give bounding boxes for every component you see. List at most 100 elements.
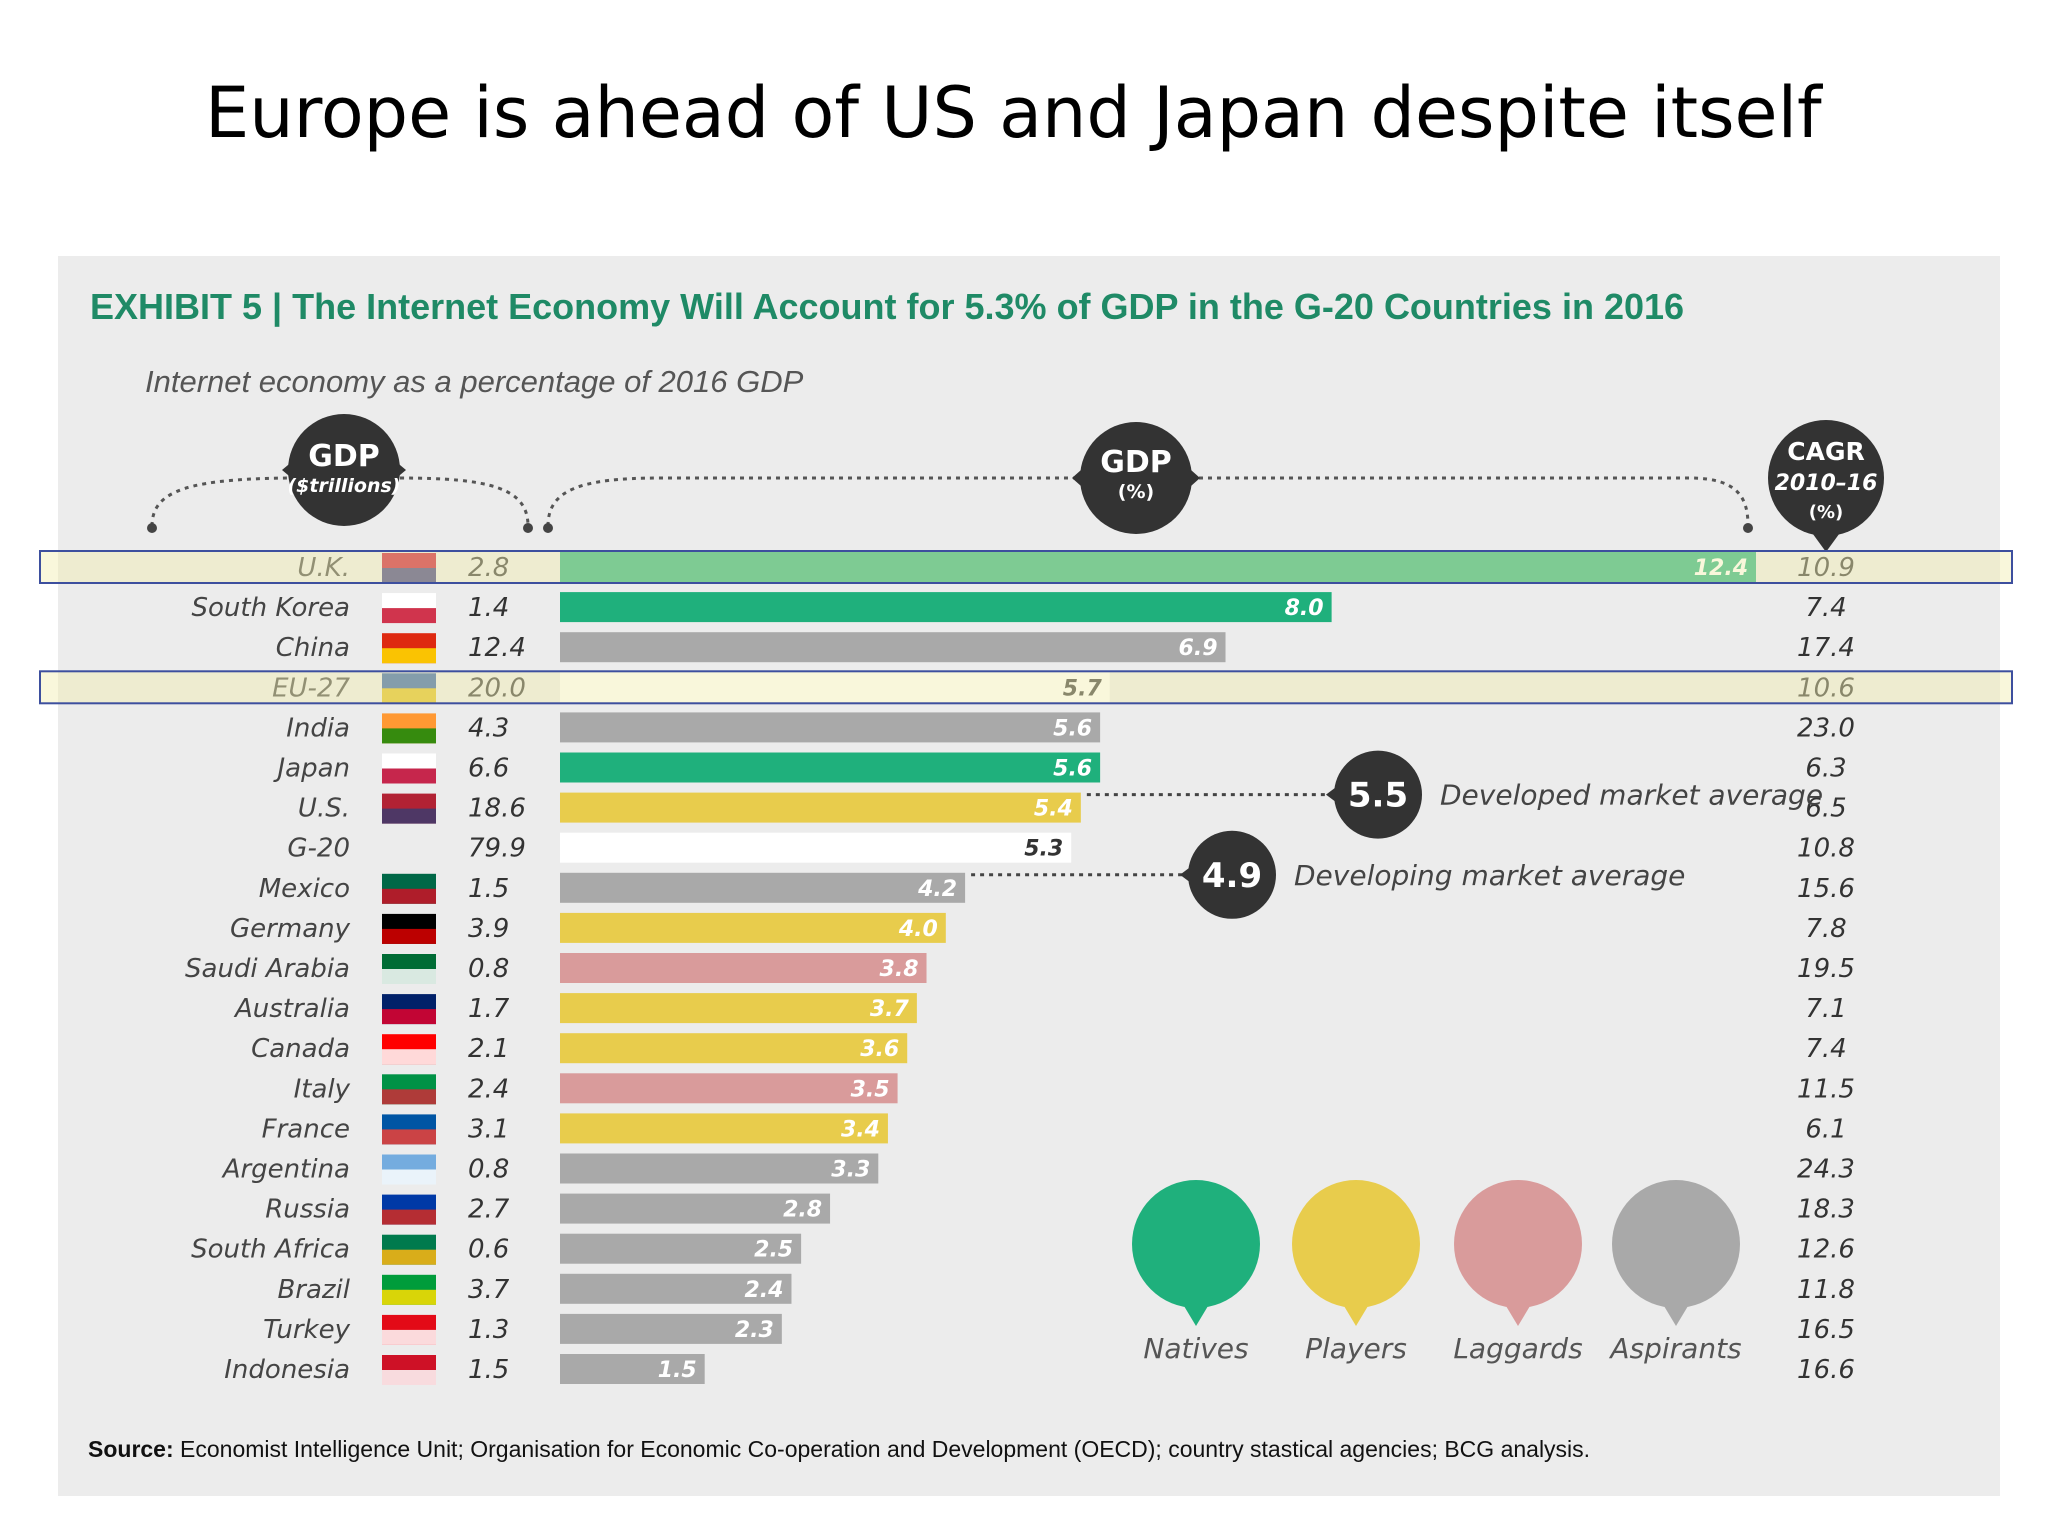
cagr-value: 15.6 xyxy=(1797,874,1855,904)
cagr-value: 10.9 xyxy=(1797,553,1855,583)
cagr-value: 6.3 xyxy=(1805,754,1846,784)
legend-item-players: Players xyxy=(1292,1180,1420,1365)
flag-turkey-icon xyxy=(382,1314,436,1345)
country-label: U.K. xyxy=(297,553,350,583)
country-label: G-20 xyxy=(287,834,350,864)
bar-value-label: 2.8 xyxy=(783,1198,822,1223)
row-france: France 3.1 3.4 6.1 xyxy=(262,1113,1847,1145)
row-eu-27: EU-27 20.0 5.7 10.6 xyxy=(272,672,1855,704)
average-value: 4.9 xyxy=(1202,856,1262,896)
source-note: Source: Economist Intelligence Unit; Org… xyxy=(88,1436,1590,1463)
gdp-trillions-value: 1.7 xyxy=(468,994,510,1024)
row-highlights xyxy=(39,550,2013,705)
bar-value-label: 5.7 xyxy=(1063,676,1103,701)
row-india: India 4.3 5.6 23.0 xyxy=(286,712,1855,744)
row-saudi-arabia: Saudi Arabia 0.8 3.8 19.5 xyxy=(185,953,1855,984)
gdp-trillions-value: 2.8 xyxy=(468,553,509,583)
cagr-sub: 2010–16 xyxy=(1775,471,1878,496)
row-canada: Canada 2.1 3.6 7.4 xyxy=(251,1033,1847,1065)
gdp-trillions-value: 2.1 xyxy=(468,1034,509,1064)
bar xyxy=(560,712,1101,743)
country-label: U.S. xyxy=(298,794,350,824)
average-marker-developing: 4.9 Developing market average xyxy=(971,830,1685,919)
country-label: Argentina xyxy=(221,1155,350,1185)
cagr-value: 12.6 xyxy=(1797,1235,1855,1265)
average-badge xyxy=(1188,830,1276,919)
bar-value-label: 5.6 xyxy=(1053,716,1092,741)
bar-value-label: 3.7 xyxy=(870,997,910,1022)
gdp-trillions-value: 79.9 xyxy=(468,834,526,864)
legend-label: Natives xyxy=(1143,1332,1248,1365)
bar-value-label: 5.4 xyxy=(1034,797,1073,822)
chart-rows: U.K. 2.8 12.4 10.9 South Korea 1.4 8.0 7.4 China… xyxy=(185,552,1855,1385)
flag-u-s-icon xyxy=(382,793,436,824)
gdp-trillions-title: GDP xyxy=(308,439,380,474)
country-label: Canada xyxy=(251,1034,350,1064)
bar xyxy=(560,1233,802,1264)
flag-france-icon xyxy=(382,1114,436,1145)
bar-value-label: 12.4 xyxy=(1694,556,1748,581)
bar-value-label: 2.3 xyxy=(735,1318,774,1343)
flag-canada-icon xyxy=(382,1034,436,1065)
cagr-value: 24.3 xyxy=(1797,1155,1855,1185)
gdp-trillions-value: 2.4 xyxy=(468,1074,509,1104)
legend-item-laggards: Laggards xyxy=(1453,1180,1583,1365)
average-marker-developed: 5.5 Developed market average xyxy=(1086,750,1823,839)
flag-indonesia-icon xyxy=(382,1355,436,1385)
bracket-dots xyxy=(147,523,1753,533)
row-g-20: G-20 79.9 5.3 10.8 xyxy=(287,832,1855,864)
cagr-value: 11.8 xyxy=(1797,1275,1855,1305)
bar-value-label: 4.2 xyxy=(917,877,957,902)
bar-value-label: 3.8 xyxy=(880,957,919,982)
gdp-trillions-value: 1.5 xyxy=(468,874,509,904)
cagr-value: 23.0 xyxy=(1797,713,1855,743)
gdp-percent-badge: GDP (%) xyxy=(1072,422,1200,534)
bar-value-label: 3.4 xyxy=(841,1117,880,1142)
flag-italy-icon xyxy=(382,1074,436,1105)
flag-russia-icon xyxy=(382,1194,436,1225)
legend-item-natives: Natives xyxy=(1132,1180,1260,1365)
gdp-trillions-bracket xyxy=(150,476,530,527)
legend-swatch xyxy=(1612,1180,1740,1308)
source-text: Economist Intelligence Unit; Organisatio… xyxy=(180,1436,1591,1462)
bar xyxy=(560,1153,879,1184)
country-label: Japan xyxy=(272,754,350,784)
country-label: Indonesia xyxy=(224,1355,350,1385)
gdp-trillions-value: 20.0 xyxy=(468,673,526,703)
legend-swatch xyxy=(1132,1180,1260,1308)
bar xyxy=(560,993,917,1024)
bar-value-label: 3.6 xyxy=(860,1037,899,1062)
cagr-value: 11.5 xyxy=(1797,1074,1855,1104)
row-u-s: U.S. 18.6 5.4 6.5 xyxy=(298,792,1847,824)
gdp-trillions-value: 3.9 xyxy=(468,914,509,944)
row-mexico: Mexico 1.5 4.2 15.6 xyxy=(259,872,1855,904)
bar xyxy=(560,1073,898,1104)
average-value: 5.5 xyxy=(1348,776,1408,816)
average-markers: 5.5 Developed market average 4.9 Developing… xyxy=(971,750,1823,919)
bar xyxy=(560,912,946,943)
bar xyxy=(560,632,1226,663)
gdp-trillions-sub: ($trillions) xyxy=(288,475,401,497)
country-label: France xyxy=(262,1114,350,1144)
flag-south-korea-icon xyxy=(382,593,436,624)
row-indonesia: Indonesia 1.5 1.5 16.6 xyxy=(224,1354,1855,1385)
gdp-trillions-value: 6.6 xyxy=(468,754,509,784)
bar-value-label: 3.5 xyxy=(851,1077,890,1102)
row-south-africa: South Africa 0.6 2.5 12.6 xyxy=(191,1233,1855,1265)
flag-argentina-icon xyxy=(382,1154,436,1185)
row-turkey: Turkey 1.3 2.3 16.5 xyxy=(263,1313,1855,1345)
flag-saudi-arabia-icon xyxy=(382,954,436,984)
gdp-trillions-value: 1.3 xyxy=(468,1315,509,1345)
legend-swatch xyxy=(1292,1180,1420,1308)
cagr-value: 6.5 xyxy=(1805,794,1846,824)
country-label: India xyxy=(286,713,350,743)
gdp-trillions-value: 0.8 xyxy=(468,954,509,984)
country-label: China xyxy=(276,633,350,663)
cagr-value: 7.4 xyxy=(1805,593,1846,623)
cagr-sub2: (%) xyxy=(1809,502,1844,523)
bar xyxy=(560,953,927,983)
country-label: Turkey xyxy=(263,1315,350,1345)
cagr-value: 17.4 xyxy=(1797,633,1855,663)
row-russia: Russia 2.7 2.8 18.3 xyxy=(265,1193,1855,1225)
row-brazil: Brazil 3.7 2.4 11.8 xyxy=(277,1273,1855,1305)
